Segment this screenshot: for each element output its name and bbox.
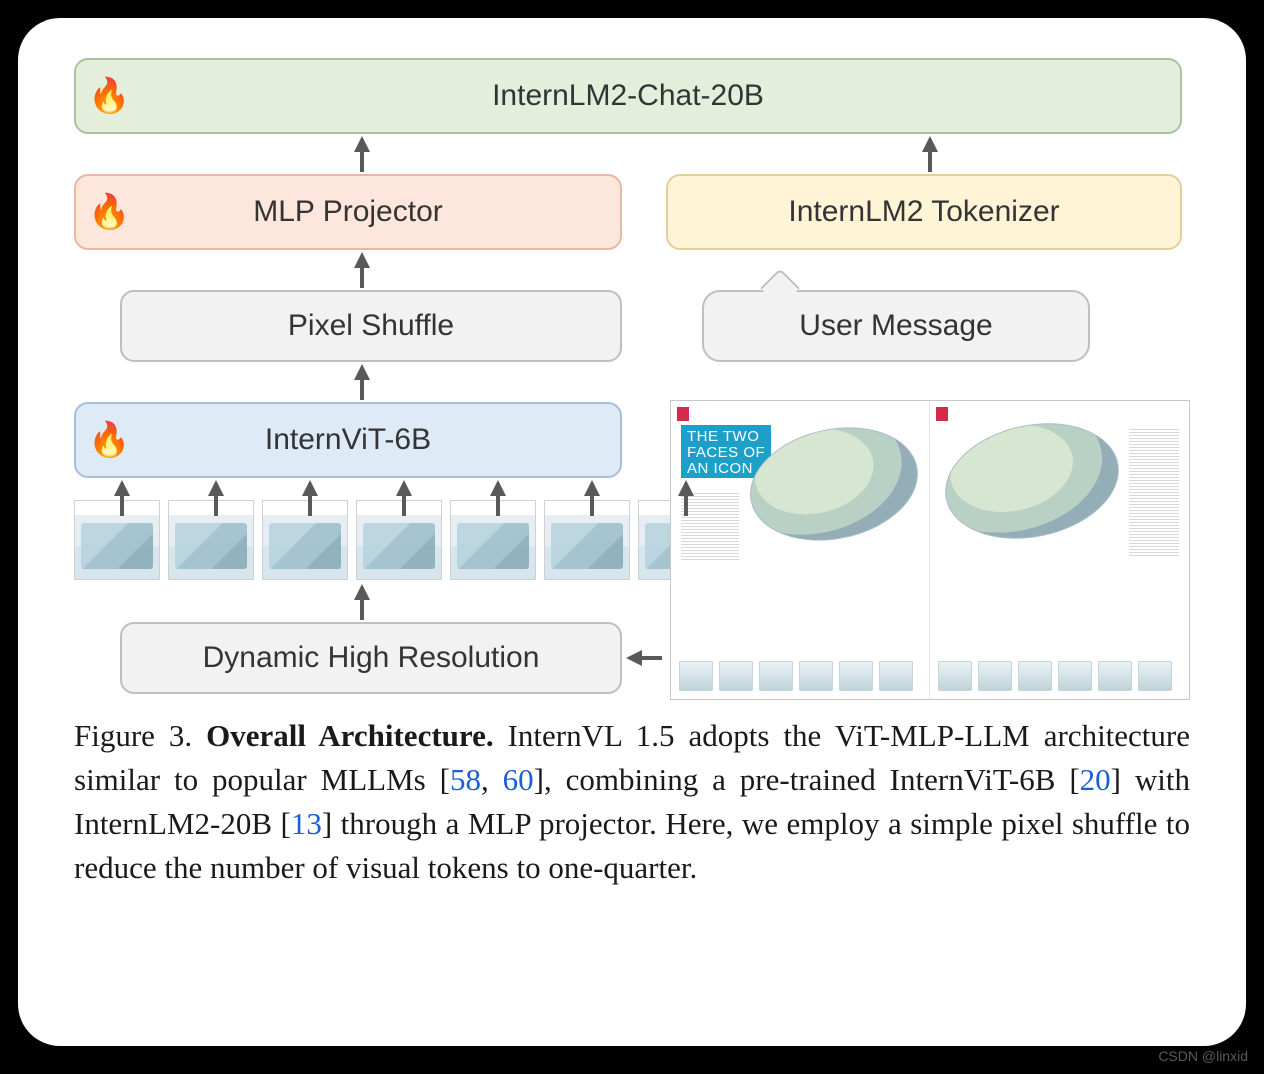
citation-link[interactable]: 60 [503,762,534,797]
block-label: InternViT-6B [265,423,431,457]
architecture-diagram: 🔥 InternLM2-Chat-20B 🔥 MLP Projector Int… [74,58,1190,698]
arrow-up-icon [114,480,130,496]
spread-text-column [1129,427,1179,557]
input-image-spread: THE TWOFACES OFAN ICON [670,400,1190,700]
block-vit: 🔥 InternViT-6B [74,402,622,478]
caption-text: , [481,762,503,797]
user-message-bubble: User Message [702,290,1090,362]
block-llm: 🔥 InternLM2-Chat-20B [74,58,1182,134]
watermark: CSDN @linxid [1158,1048,1248,1064]
spread-thumb [938,661,972,691]
image-tile [544,500,630,580]
spread-thumb [839,661,873,691]
arrow-up-icon [208,480,224,496]
block-tokenizer: InternLM2 Tokenizer [666,174,1182,250]
figure-caption: Figure 3. Overall Architecture. InternVL… [74,714,1190,890]
spread-right-page [930,401,1189,699]
arrow-up-icon [302,480,318,496]
fire-icon: 🔥 [88,195,130,229]
arrow-up-icon [490,480,506,496]
image-tile [168,500,254,580]
image-tile [356,500,442,580]
caption-prefix: Figure 3. [74,718,206,753]
spread-thumb [1098,661,1132,691]
block-dhr: Dynamic High Resolution [120,622,622,694]
image-tile [450,500,536,580]
image-tile [74,500,160,580]
citation-link[interactable]: 13 [291,806,322,841]
caption-title: Overall Architecture. [206,718,493,753]
citation-link[interactable]: 20 [1080,762,1111,797]
arrow-left-icon [626,650,642,666]
spread-thumb [719,661,753,691]
image-tile [262,500,348,580]
block-label: InternLM2 Tokenizer [788,195,1059,229]
bubble-label: User Message [799,309,992,343]
arrow-up-icon [678,480,694,496]
spread-thumbs [679,661,913,691]
arrow-up-icon [354,252,370,268]
fire-icon: 🔥 [88,423,130,457]
block-shuffle: Pixel Shuffle [120,290,622,362]
spread-thumb [1058,661,1092,691]
spread-thumbs [938,661,1172,691]
figure-card: 🔥 InternLM2-Chat-20B 🔥 MLP Projector Int… [18,18,1246,1046]
spread-thumb [978,661,1012,691]
spread-left-page: THE TWOFACES OFAN ICON [671,401,930,699]
caption-text: ], combining a pre-trained InternViT-6B … [534,762,1080,797]
spread-header [677,407,923,421]
spread-thumb [1018,661,1052,691]
block-label: InternLM2-Chat-20B [492,79,764,113]
image-tiles [74,500,724,580]
block-mlp: 🔥 MLP Projector [74,174,622,250]
stadium-illustration [934,408,1129,554]
spread-text-column [681,491,739,561]
spread-thumb [1138,661,1172,691]
arrow-up-icon [354,364,370,380]
spread-thumb [799,661,833,691]
spread-header [936,407,1183,421]
citation-link[interactable]: 58 [450,762,481,797]
arrow-up-icon [354,584,370,600]
spread-thumb [679,661,713,691]
arrow-up-icon [396,480,412,496]
block-label: Pixel Shuffle [288,309,454,343]
block-label: Dynamic High Resolution [203,641,540,675]
spread-thumb [759,661,793,691]
fire-icon: 🔥 [88,79,130,113]
arrow-up-icon [354,136,370,152]
arrow-up-icon [584,480,600,496]
block-label: MLP Projector [253,195,443,229]
spread-thumb [879,661,913,691]
arrow-up-icon [922,136,938,152]
